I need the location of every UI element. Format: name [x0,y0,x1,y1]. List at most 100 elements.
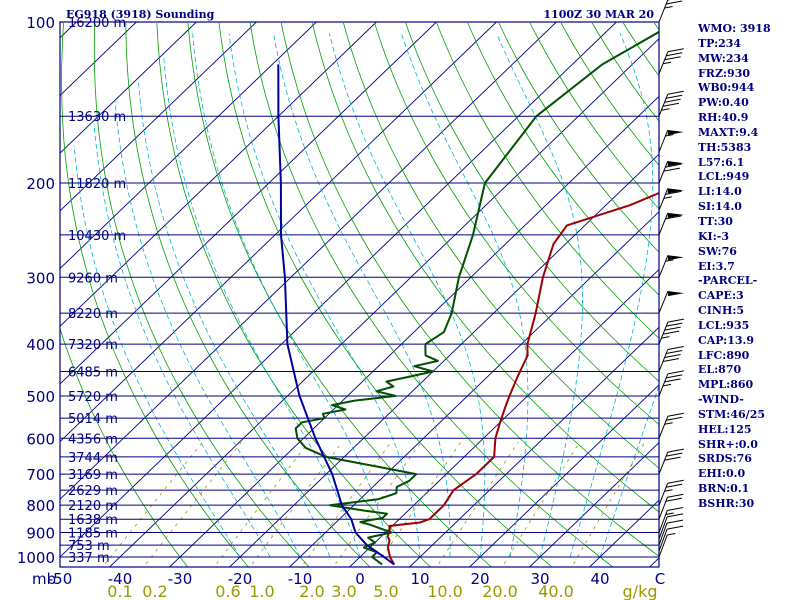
dry-adiabat [61,22,249,567]
pressure-tick-label: 500 [26,388,55,406]
stat-item: LFC:890 [698,348,750,362]
wind-barb [658,188,684,211]
mixing-ratio-line [145,441,242,565]
stat-item: SI:14.0 [698,200,742,214]
stat-item: KI:-3 [698,229,729,243]
temp-tick-label: 0 [355,570,365,588]
mixing-ratio-label: 10.0 [427,582,463,600]
wind-feather [662,358,680,362]
pressure-lines [60,21,659,568]
wind-feather [666,322,683,327]
wind-flag [668,291,685,297]
stat-item: -WIND- [698,393,744,407]
wind-barb [658,48,684,74]
isotherm-line [60,22,557,500]
wind-barb [658,212,684,236]
isotherm-line [60,22,317,270]
wind-feather [662,102,680,107]
pressure-tick-label: 900 [26,525,55,543]
dry-adiabat [249,22,614,567]
pressure-tick-label: 1000 [17,549,55,567]
wind-shaft [658,290,669,314]
wind-barb [658,493,684,520]
stat-item: EHI:0.0 [698,467,746,481]
mixing-ratio-label: g/kg [623,582,658,600]
wind-shaft [658,483,669,506]
dry-adiabat [529,22,659,210]
stat-item: EL:870 [698,363,742,377]
dry-adiabat [436,22,659,339]
moist-adiabat [192,33,391,558]
stat-item: EI:3.7 [698,259,735,273]
dry-adiabat [560,22,659,166]
wind-feather [664,354,681,358]
stat-item: L57:6.1 [698,155,745,169]
stat-item: FRZ:930 [698,66,751,80]
height-label: 10430 m [68,229,126,244]
stat-item: STM:46/25 [698,407,765,421]
height-label: 1185 m [68,527,118,542]
pressure-tick-label: 700 [26,466,55,484]
moist-adiabat [73,145,241,558]
dry-adiabat [93,22,310,567]
height-label: 6485 m [68,366,118,381]
stat-item: WMO: 3918 [698,22,771,35]
wind-barb [658,525,684,552]
wind-half-feather [667,533,676,536]
stat-item: LI:14.0 [698,185,742,199]
sounding-title: EG918 (3918) Sounding [66,8,215,21]
wind-feather [667,513,684,518]
height-label: 16200 m [68,16,126,31]
wind-flag [667,188,684,194]
mixing-ratio-label: 40.0 [538,582,574,600]
stat-item: CAPE:3 [698,289,744,303]
pressure-tick-label: 400 [26,336,55,354]
wind-feather [667,412,684,417]
isotherm-line [60,22,197,154]
wind-shaft [658,0,669,23]
height-label: 9260 m [68,271,118,286]
wind-half-feather [664,6,673,9]
stat-item: LCL:935 [698,318,750,332]
wind-feather [667,507,684,511]
wind-shaft [658,255,669,278]
mixing-ratio-line [438,441,519,565]
wind-barb [658,519,684,546]
stat-item: LCL:949 [698,170,750,184]
wind-barbs [658,0,685,558]
wind-barb [658,346,684,372]
mixing-ratio-label: 0.2 [142,582,167,600]
wind-feather [666,483,683,488]
wind-barb [658,90,684,117]
wind-feather [666,452,683,457]
wind-feather [666,416,683,421]
height-label: 2629 m [68,484,118,499]
wind-feather [664,326,681,331]
wind-feather [667,48,684,53]
isotherm-line [109,38,659,567]
temp-tick-label: 40 [590,570,609,588]
wind-barb [658,533,676,558]
isotherm-line [169,95,659,567]
wind-feather [667,370,684,375]
mixing-ratio-line [503,441,581,565]
isotherm-line [60,22,377,327]
height-label: 8220 m [68,307,118,322]
stat-item: SHR+:0.0 [698,437,758,451]
mixing-ratio-line [216,441,309,565]
stat-item: PW:0.40 [698,96,749,110]
wind-feather [665,497,683,502]
mixing-ratio-line [573,441,646,565]
wind-barb [658,0,683,23]
wind-feather [664,378,681,383]
wind-feather [667,448,684,453]
wind-shaft [658,497,668,520]
stat-item: SW:76 [698,244,737,258]
wind-feather [666,519,684,524]
moist-adiabat [569,33,654,558]
wind-feather [666,374,683,379]
wind-shaft [658,160,669,184]
wind-feather [665,163,682,168]
